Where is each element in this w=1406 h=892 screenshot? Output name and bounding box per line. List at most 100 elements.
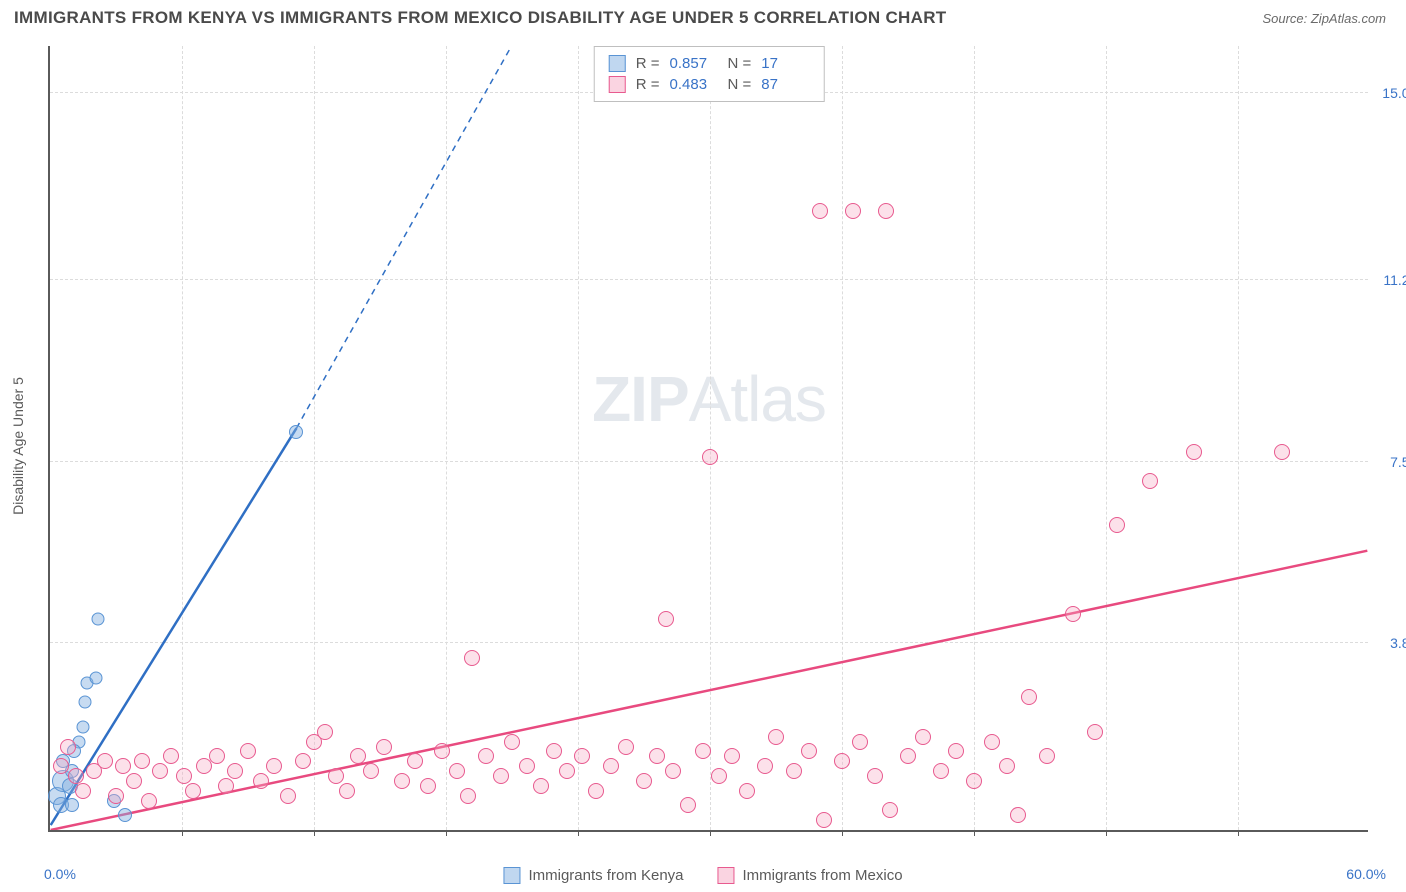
- scatter-point: [702, 449, 718, 465]
- scatter-point: [434, 743, 450, 759]
- scatter-point: [1065, 606, 1081, 622]
- scatter-point: [882, 802, 898, 818]
- y-tick-label: 11.2%: [1383, 272, 1406, 288]
- legend-item-kenya: Immigrants from Kenya: [503, 867, 683, 884]
- x-axis-min-label: 0.0%: [44, 866, 76, 882]
- chart-header: IMMIGRANTS FROM KENYA VS IMMIGRANTS FROM…: [0, 0, 1406, 38]
- scatter-point: [449, 763, 465, 779]
- scatter-point: [493, 768, 509, 784]
- scatter-point: [280, 788, 296, 804]
- scatter-point: [1274, 444, 1290, 460]
- y-axis-label: Disability Age Under 5: [10, 377, 26, 515]
- scatter-point: [559, 763, 575, 779]
- scatter-point: [1021, 689, 1037, 705]
- scatter-point: [266, 758, 282, 774]
- stats-row-mexico: R = 0.483 N = 87: [609, 74, 810, 95]
- scatter-point: [218, 778, 234, 794]
- trend-lines: [50, 46, 1368, 830]
- scatter-point: [649, 748, 665, 764]
- scatter-point: [350, 748, 366, 764]
- watermark: ZIPAtlas: [592, 362, 826, 436]
- swatch-pink-icon: [609, 76, 626, 93]
- scatter-point: [768, 729, 784, 745]
- scatter-point: [519, 758, 535, 774]
- scatter-point: [1087, 724, 1103, 740]
- scatter-point: [75, 783, 91, 799]
- stats-row-kenya: R = 0.857 N = 17: [609, 53, 810, 74]
- scatter-point: [739, 783, 755, 799]
- scatter-point: [757, 758, 773, 774]
- swatch-blue-icon: [609, 55, 626, 72]
- scatter-point: [77, 720, 90, 733]
- scatter-point: [60, 739, 76, 755]
- scatter-point: [588, 783, 604, 799]
- scatter-point: [126, 773, 142, 789]
- scatter-point: [816, 812, 832, 828]
- scatter-point: [878, 203, 894, 219]
- scatter-point: [176, 768, 192, 784]
- scatter-point: [680, 797, 696, 813]
- scatter-point: [460, 788, 476, 804]
- scatter-point: [97, 753, 113, 769]
- scatter-point: [376, 739, 392, 755]
- scatter-point: [92, 612, 105, 625]
- chart-plot-area: ZIPAtlas 3.8%7.5%11.2%15.0% R = 0.857 N …: [48, 46, 1368, 832]
- scatter-point: [966, 773, 982, 789]
- chart-source: Source: ZipAtlas.com: [1262, 11, 1386, 26]
- scatter-point: [152, 763, 168, 779]
- scatter-point: [845, 203, 861, 219]
- correlation-stats-box: R = 0.857 N = 17 R = 0.483 N = 87: [594, 46, 825, 102]
- scatter-point: [695, 743, 711, 759]
- scatter-point: [533, 778, 549, 794]
- scatter-point: [328, 768, 344, 784]
- scatter-point: [108, 788, 124, 804]
- scatter-point: [984, 734, 1000, 750]
- y-tick-label: 15.0%: [1382, 85, 1406, 101]
- scatter-point: [504, 734, 520, 750]
- scatter-point: [603, 758, 619, 774]
- scatter-point: [812, 203, 828, 219]
- scatter-point: [636, 773, 652, 789]
- scatter-point: [79, 696, 92, 709]
- scatter-point: [253, 773, 269, 789]
- scatter-point: [240, 743, 256, 759]
- chart-title: IMMIGRANTS FROM KENYA VS IMMIGRANTS FROM…: [14, 8, 946, 28]
- scatter-point: [1186, 444, 1202, 460]
- scatter-point: [867, 768, 883, 784]
- scatter-point: [339, 783, 355, 799]
- scatter-point: [478, 748, 494, 764]
- scatter-point: [90, 671, 103, 684]
- legend-item-mexico: Immigrants from Mexico: [718, 867, 903, 884]
- bottom-legend: Immigrants from Kenya Immigrants from Me…: [503, 867, 902, 884]
- scatter-point: [185, 783, 201, 799]
- swatch-blue-icon: [503, 867, 520, 884]
- scatter-point: [163, 748, 179, 764]
- scatter-point: [711, 768, 727, 784]
- scatter-point: [209, 748, 225, 764]
- scatter-point: [53, 758, 69, 774]
- scatter-point: [546, 743, 562, 759]
- scatter-point: [295, 753, 311, 769]
- scatter-point: [915, 729, 931, 745]
- scatter-point: [948, 743, 964, 759]
- scatter-point: [420, 778, 436, 794]
- scatter-point: [618, 739, 634, 755]
- x-axis-max-label: 60.0%: [1346, 866, 1386, 882]
- scatter-point: [464, 650, 480, 666]
- scatter-point: [394, 773, 410, 789]
- scatter-point: [724, 748, 740, 764]
- scatter-point: [141, 793, 157, 809]
- scatter-point: [665, 763, 681, 779]
- scatter-point: [999, 758, 1015, 774]
- scatter-point: [801, 743, 817, 759]
- scatter-point: [289, 425, 303, 439]
- scatter-point: [115, 758, 131, 774]
- scatter-point: [134, 753, 150, 769]
- scatter-point: [852, 734, 868, 750]
- scatter-point: [65, 798, 79, 812]
- scatter-point: [834, 753, 850, 769]
- scatter-point: [407, 753, 423, 769]
- scatter-point: [1109, 517, 1125, 533]
- scatter-point: [933, 763, 949, 779]
- scatter-point: [1010, 807, 1026, 823]
